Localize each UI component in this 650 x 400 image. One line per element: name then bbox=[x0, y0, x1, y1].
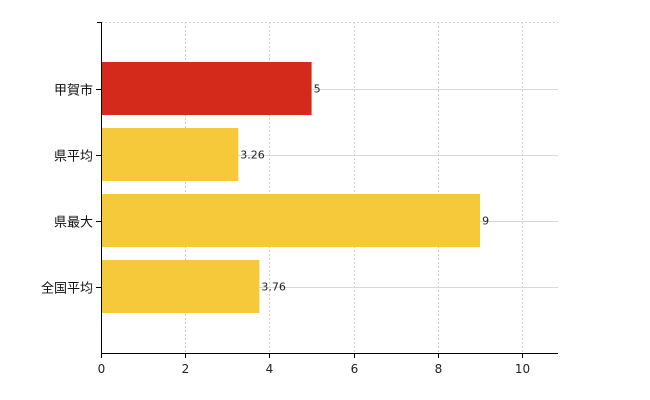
bar-3 bbox=[101, 260, 260, 313]
x-tick-label-3: 6 bbox=[351, 362, 359, 376]
category-label-2: 県最大 bbox=[54, 216, 93, 231]
axes bbox=[96, 22, 558, 358]
data-label-3: 3.76 bbox=[261, 281, 286, 294]
x-tick-label-4: 8 bbox=[435, 362, 443, 376]
data-label-2: 9 bbox=[482, 215, 489, 228]
category-label-0: 甲賀市 bbox=[54, 83, 93, 99]
bar-1 bbox=[101, 128, 239, 181]
x-tick-label-0: 0 bbox=[98, 362, 106, 376]
category-label-1: 県平均 bbox=[54, 150, 93, 165]
data-label-1: 3.26 bbox=[240, 149, 265, 162]
category-label-3: 全国平均 bbox=[41, 281, 93, 297]
bar-2 bbox=[101, 194, 481, 247]
data-label-0: 5 bbox=[314, 83, 321, 96]
x-tick-label-5: 10 bbox=[515, 362, 530, 376]
x-tick-label-1: 2 bbox=[182, 362, 190, 376]
x-tick-label-2: 4 bbox=[266, 362, 274, 376]
bars bbox=[101, 62, 481, 313]
bar-0 bbox=[101, 62, 312, 115]
